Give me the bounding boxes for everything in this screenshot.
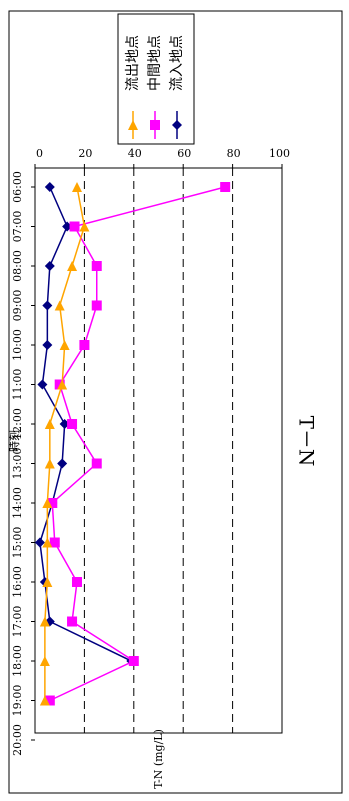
triangle-marker	[59, 340, 70, 350]
diamond-marker	[34, 537, 45, 548]
square-marker	[91, 300, 102, 311]
square-marker	[91, 458, 102, 469]
y-tick-label: 80	[227, 147, 241, 160]
square-marker	[79, 340, 90, 350]
x-tick-label: 10:00	[11, 329, 24, 361]
y-tick-label: 100	[269, 147, 290, 160]
triangle-marker	[42, 498, 53, 508]
y-tick-label: 40	[128, 147, 142, 160]
square-marker	[49, 537, 60, 548]
plot-area	[34, 167, 283, 734]
triangle-marker	[42, 537, 53, 548]
triangle-marker	[44, 458, 55, 469]
x-tick-label: 15:00	[11, 527, 24, 559]
y-axis-title: T-N (mg/L)	[152, 729, 165, 789]
series-3	[39, 182, 90, 706]
x-axis-title: 時刻	[7, 430, 21, 452]
triangle-marker	[57, 379, 68, 390]
triangle-marker	[42, 577, 53, 587]
triangle-marker	[67, 261, 78, 271]
legend-item: 流出地点	[125, 35, 141, 139]
diamond-marker	[37, 379, 48, 390]
y-tick-label: 20	[78, 147, 92, 160]
square-marker	[220, 182, 231, 192]
x-tick-label: 17:00	[11, 606, 24, 638]
square-marker	[150, 120, 160, 130]
diamond-marker	[57, 458, 68, 469]
square-marker	[67, 419, 78, 429]
x-tick-label: 19:00	[11, 685, 24, 717]
square-marker	[67, 616, 78, 627]
x-tick-label: 09:00	[11, 290, 24, 322]
diamond-marker	[44, 261, 55, 271]
diamond-marker	[42, 340, 53, 350]
x-tick-label: 06:00	[11, 171, 24, 203]
series-line	[44, 186, 86, 701]
legend-label: 中間地点	[147, 35, 163, 91]
square-marker	[69, 221, 80, 232]
square-marker	[91, 261, 102, 271]
legend-label: 流出地点	[125, 35, 141, 91]
rotated-chart-group: 0 20 40 60 80 100 06:00 07:00 08:00 09:00 10:00 11…	[7, 13, 319, 789]
x-tick-label: 20:00	[11, 724, 24, 756]
chart-title: T－N	[295, 416, 319, 467]
triangle-marker	[44, 419, 55, 429]
triangle-marker	[128, 120, 138, 130]
x-tick-label: 14:00	[11, 487, 24, 519]
legend-box	[117, 13, 195, 145]
square-marker	[128, 656, 139, 666]
triangle-marker	[39, 616, 50, 627]
x-tick-label: 16:00	[11, 566, 24, 598]
y-tick-label: 60	[177, 147, 191, 160]
x-axis-ticks: 06:00 07:00 08:00 09:00 10:00 11:00 12:00 13:00…	[11, 171, 35, 756]
x-tick-label: 08:00	[11, 250, 24, 282]
series-line	[49, 186, 226, 702]
triangle-marker	[39, 695, 50, 706]
triangle-marker	[54, 300, 65, 311]
triangle-marker	[39, 656, 50, 666]
legend-item: 中間地点	[147, 35, 163, 139]
triangle-marker	[79, 221, 90, 232]
legend-item: 流入地点	[169, 35, 185, 139]
x-tick-label: 07:00	[11, 211, 24, 243]
x-tick-label: 13:00	[11, 448, 24, 480]
diamond-marker	[42, 300, 53, 311]
x-tick-label: 11:00	[11, 369, 24, 401]
triangle-marker	[71, 182, 82, 192]
legend-label: 流入地点	[169, 35, 185, 91]
diamond-marker	[172, 120, 182, 130]
x-tick-label: 12:00	[11, 408, 24, 440]
square-marker	[71, 577, 82, 587]
y-tick-label: 0	[36, 147, 43, 160]
diamond-marker	[44, 182, 55, 192]
series-layer	[34, 182, 231, 706]
y-axis-ticks: 0 20 40 60 80 100	[34, 147, 290, 168]
x-tick-label: 18:00	[11, 645, 24, 677]
